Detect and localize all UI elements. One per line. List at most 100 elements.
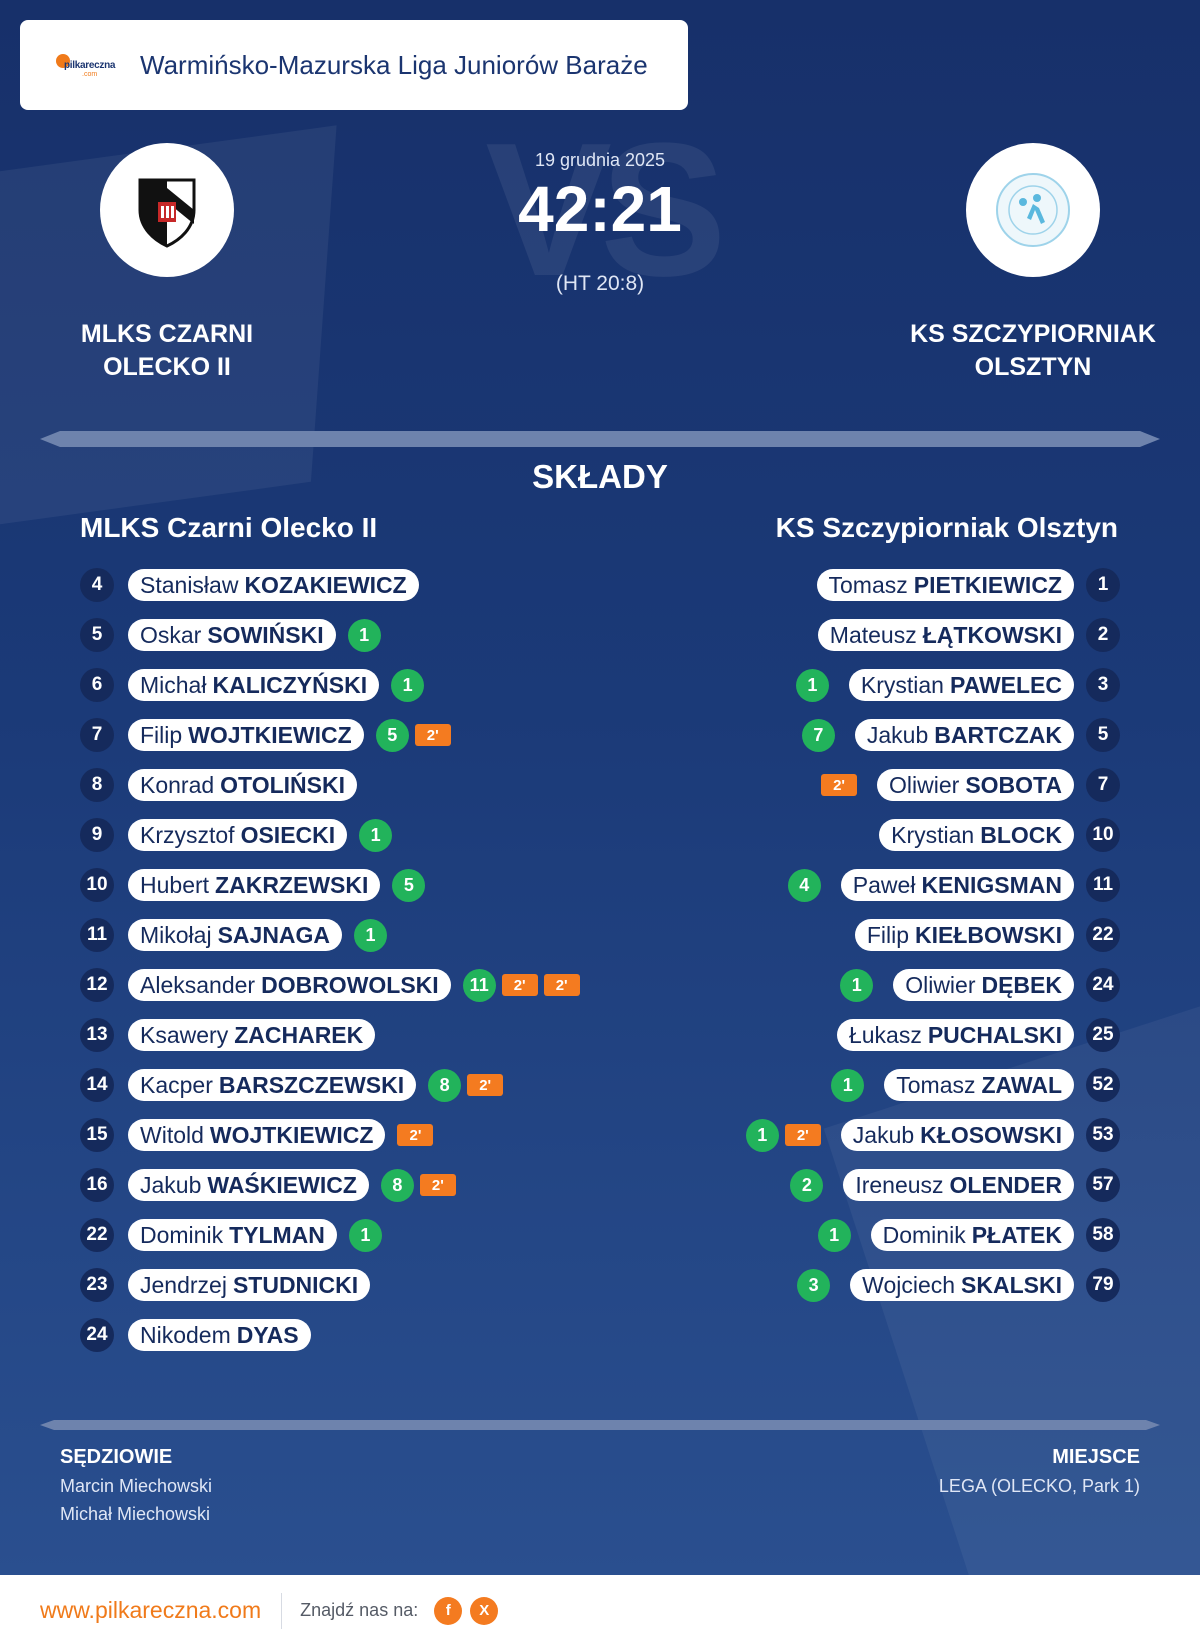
player-name[interactable]: Michał KALICZYŃSKI	[128, 669, 380, 701]
player-name[interactable]: Tomasz ZAWAL	[884, 1069, 1074, 1101]
home-team-crest	[100, 143, 234, 277]
player-name[interactable]: Oskar SOWIŃSKI	[128, 619, 336, 651]
home-shield-icon	[138, 178, 196, 248]
player-first-name: Krystian	[860, 671, 944, 698]
player-name[interactable]: Kacper BARSZCZEWSKI	[128, 1069, 417, 1101]
brand-name: pilkareczna	[64, 60, 116, 71]
player-name[interactable]: Mikołaj SAJNAGA	[128, 919, 343, 951]
home-roster: 4 Stanisław KOZAKIEWICZ 5 Oskar SOWIŃSKI 1 6 Mic…	[80, 560, 580, 1360]
player-last-name: ZAWAL	[981, 1071, 1063, 1098]
facebook-icon[interactable]: f	[434, 1596, 463, 1625]
player-row: 7 Filip WOJTKIEWICZ 5 2'	[80, 710, 580, 760]
player-row: 1 Oliwier DĘBEK 24	[600, 960, 1120, 1010]
player-number: 57	[1086, 1168, 1120, 1202]
goals-badge: 1	[745, 1118, 779, 1152]
player-name[interactable]: Tomasz PIETKIEWICZ	[816, 569, 1074, 601]
suspension-badge: 2'	[543, 974, 580, 996]
goals-badge: 5	[375, 718, 409, 752]
x-icon[interactable]: X	[470, 1596, 499, 1625]
player-last-name: PŁATEK	[971, 1221, 1062, 1248]
goals-badge: 1	[831, 1068, 865, 1102]
player-name[interactable]: Oliwier SOBOTA	[877, 769, 1074, 801]
player-first-name: Paweł	[852, 871, 916, 898]
lineups-title: SKŁADY	[532, 458, 668, 495]
section-divider	[40, 431, 1160, 447]
player-first-name: Kacper	[140, 1071, 213, 1098]
player-name[interactable]: Hubert ZAKRZEWSKI	[128, 869, 381, 901]
player-last-name: OSIECKI	[240, 821, 336, 848]
player-name[interactable]: Dominik TYLMAN	[128, 1219, 337, 1251]
player-name[interactable]: Filip KIEŁBOWSKI	[854, 919, 1074, 951]
brand-logo[interactable]: pilkareczna .com	[54, 50, 116, 80]
player-name[interactable]: Konrad OTOLIŃSKI	[128, 769, 357, 801]
footer-separator	[281, 1592, 283, 1629]
player-name[interactable]: Łukasz PUCHALSKI	[836, 1019, 1074, 1051]
player-last-name: SAJNAGA	[217, 921, 331, 948]
player-row: 1 2' Jakub KŁOSOWSKI 53	[600, 1110, 1120, 1160]
player-name[interactable]: Krystian PAWELEC	[848, 669, 1074, 701]
player-row: Tomasz PIETKIEWICZ 1	[600, 560, 1120, 610]
player-last-name: OTOLIŃSKI	[220, 771, 345, 798]
player-name[interactable]: Krystian BLOCK	[879, 819, 1074, 851]
player-number: 1	[1086, 568, 1120, 602]
player-last-name: SKALSKI	[961, 1271, 1062, 1298]
site-link[interactable]: www.pilkareczna.com	[40, 1597, 262, 1623]
player-name[interactable]: Jakub BARTCZAK	[854, 719, 1074, 751]
player-number: 79	[1086, 1268, 1120, 1302]
player-row: Mateusz ŁĄTKOWSKI 2	[600, 610, 1120, 660]
match-date: 19 grudnia 2025	[534, 150, 666, 170]
player-last-name: KŁOSOWSKI	[920, 1121, 1062, 1148]
player-name[interactable]: Dominik PŁATEK	[870, 1219, 1074, 1251]
player-row: 13 Ksawery ZACHAREK	[80, 1010, 580, 1060]
player-name[interactable]: Jakub KŁOSOWSKI	[840, 1119, 1074, 1151]
player-first-name: Wojciech	[862, 1271, 956, 1298]
player-first-name: Jendrzej	[140, 1271, 227, 1298]
player-name[interactable]: Jendrzej STUDNICKI	[128, 1269, 371, 1301]
player-name[interactable]: Mateusz ŁĄTKOWSKI	[817, 619, 1074, 651]
home-roster-title: MLKS Czarni Olecko II	[80, 512, 378, 543]
brand-sub: .com	[82, 71, 98, 78]
player-row: 4 Paweł KENIGSMAN 11	[600, 860, 1120, 910]
player-number: 8	[80, 768, 114, 802]
player-name[interactable]: Ireneusz OLENDER	[843, 1169, 1074, 1201]
player-last-name: STUDNICKI	[232, 1271, 359, 1298]
player-number: 9	[80, 818, 114, 852]
player-name[interactable]: Witold WOJTKIEWICZ	[128, 1119, 386, 1151]
player-first-name: Oliwier	[905, 971, 976, 998]
player-row: 2' Oliwier SOBOTA 7	[600, 760, 1120, 810]
goals-badge: 1	[347, 618, 381, 652]
player-first-name: Oskar	[140, 621, 202, 648]
player-name[interactable]: Stanisław KOZAKIEWICZ	[128, 569, 419, 601]
player-name[interactable]: Aleksander DOBROWOLSKI	[128, 969, 451, 1001]
player-last-name: BLOCK	[980, 821, 1062, 848]
player-name[interactable]: Ksawery ZACHAREK	[128, 1019, 376, 1051]
goals-badge: 1	[354, 918, 388, 952]
suspension-badge: 2'	[414, 724, 451, 746]
player-last-name: OLENDER	[949, 1171, 1062, 1198]
player-last-name: PUCHALSKI	[927, 1021, 1062, 1048]
player-first-name: Stanisław	[140, 571, 239, 598]
player-row: Filip KIEŁBOWSKI 22	[600, 910, 1120, 960]
player-last-name: SOBOTA	[965, 771, 1062, 798]
player-number: 10	[80, 868, 114, 902]
player-name[interactable]: Filip WOJTKIEWICZ	[128, 719, 364, 751]
player-row: 2 Ireneusz OLENDER 57	[600, 1160, 1120, 1210]
player-row: 1 Krystian PAWELEC 3	[600, 660, 1120, 710]
player-name[interactable]: Nikodem DYAS	[128, 1319, 311, 1351]
player-name[interactable]: Wojciech SKALSKI	[850, 1269, 1074, 1301]
player-row: 12 Aleksander DOBROWOLSKI 11 2' 2'	[80, 960, 580, 1010]
player-name[interactable]: Jakub WAŚKIEWICZ	[128, 1169, 369, 1201]
player-number: 16	[80, 1168, 114, 1202]
suspension-badge: 2'	[419, 1174, 456, 1196]
player-stats: 1	[354, 918, 388, 952]
player-stats: 8 2'	[380, 1168, 456, 1202]
player-first-name: Oliwier	[889, 771, 960, 798]
player-name[interactable]: Krzysztof OSIECKI	[128, 819, 348, 851]
player-last-name: TYLMAN	[229, 1221, 325, 1248]
player-stats: 4	[787, 868, 821, 902]
player-first-name: Krystian	[891, 821, 975, 848]
player-name[interactable]: Paweł KENIGSMAN	[840, 869, 1074, 901]
player-name[interactable]: Oliwier DĘBEK	[893, 969, 1074, 1001]
goals-badge: 7	[801, 718, 835, 752]
player-number: 24	[1086, 968, 1120, 1002]
